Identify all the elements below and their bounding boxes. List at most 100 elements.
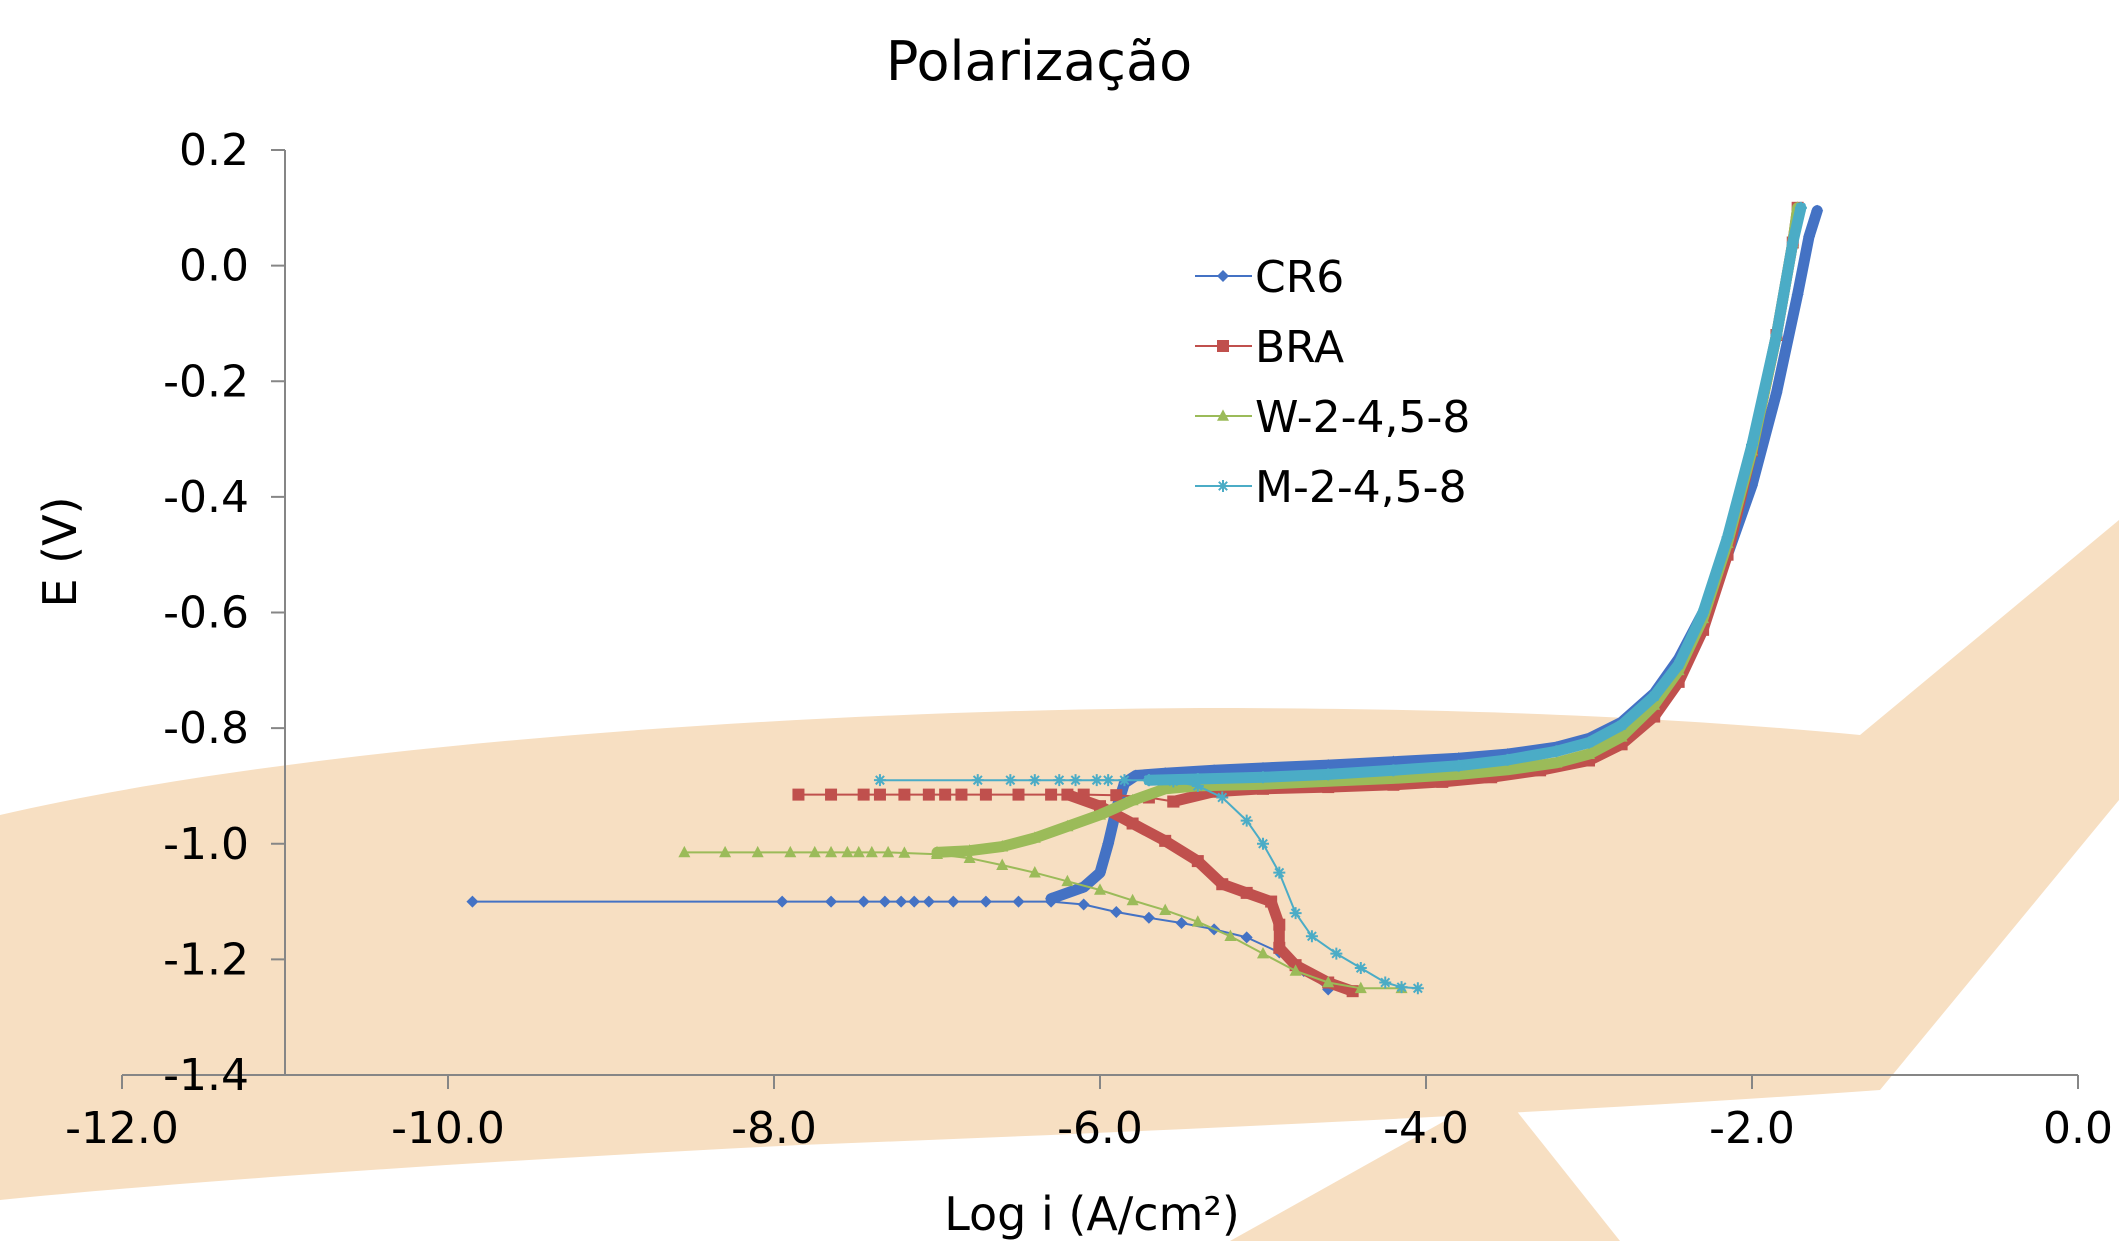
data-point [922,895,935,908]
data-point [922,788,935,801]
chart-title: Polarização [886,30,1192,93]
data-point [1379,976,1392,989]
y-tick-label: -1.4 [163,1050,249,1101]
data-point [908,895,921,908]
data-point [895,895,908,908]
legend-item: BRA [1195,322,1344,373]
data-point [857,895,870,908]
data-point [1217,409,1229,421]
y-tick-label: -1.2 [163,934,249,985]
data-point [1257,777,1269,790]
legend-label: W-2-4,5-8 [1255,392,1470,443]
data-point [1615,719,1628,732]
data-point [466,895,479,908]
data-point [882,845,895,858]
data-point [1257,762,1269,775]
series-layer [466,201,1824,998]
data-point [1191,773,1204,785]
data-point [1501,753,1514,766]
data-point [1094,883,1106,895]
data-point [1110,789,1123,802]
data-point [1217,270,1229,282]
data-point [1110,905,1123,918]
data-point [1094,866,1106,879]
y-tick-label: 0.2 [179,125,249,176]
data-point [1583,736,1595,749]
data-point [776,895,789,908]
data-point [979,895,992,908]
data-point [1159,782,1172,794]
legend-label: CR6 [1255,252,1344,303]
y-tick-label: -0.6 [163,588,249,639]
data-point [1354,962,1367,975]
x-tick-label: -12.0 [65,1103,179,1154]
x-tick-label: -4.0 [1383,1103,1469,1154]
data-point [751,845,764,858]
data-point [1216,791,1229,804]
data-point [1102,837,1115,850]
data-point [1216,878,1229,891]
data-point [1159,903,1172,916]
data-point [1257,946,1269,959]
data-point [1224,929,1237,942]
data-point [898,788,911,801]
data-point [898,846,911,858]
data-point [1265,895,1278,908]
data-point [1142,911,1155,924]
y-axis-title: E (V) [33,496,87,607]
data-point [971,774,984,787]
data-point [996,840,1009,852]
data-point [931,845,943,858]
data-point [939,788,952,801]
data-point [1583,747,1595,759]
data-point [955,788,968,801]
data-point [1191,855,1204,868]
data-point [808,845,821,858]
data-point [1794,201,1807,214]
data-point [825,895,838,908]
data-point [1126,793,1139,806]
data-point [1273,918,1286,931]
data-point [873,788,886,801]
data-point [1322,774,1335,787]
data-point [1803,230,1816,243]
data-point [1648,698,1661,710]
data-point [1061,819,1074,832]
data-point [1648,690,1661,703]
data-point [1028,774,1041,787]
data-point [947,895,960,908]
data-point [1175,916,1188,929]
data-point [825,788,838,801]
data-point [1045,788,1058,801]
data-point [852,845,865,858]
data-point [1289,964,1302,976]
data-point [1501,763,1514,775]
series-line [1143,202,1807,786]
data-point [1061,874,1074,887]
data-point [1697,606,1710,619]
data-point [1786,236,1799,249]
data-point [1322,768,1335,781]
data-point [1273,866,1286,879]
data-point [1721,531,1734,544]
data-point [1452,759,1465,772]
data-point [1411,982,1424,995]
data-point [1069,774,1082,787]
watermark-swoosh [0,520,2119,1241]
data-point [1012,788,1025,801]
legend: CR6 BRA W-2-4,5-8 M-2-4,5-8 [1195,252,1470,513]
data-point [825,845,838,858]
data-point [963,844,976,856]
legend-label: BRA [1255,322,1344,373]
data-point [979,788,992,801]
legend-item: W-2-4,5-8 [1195,392,1470,443]
data-point [1257,771,1269,784]
data-point [1045,892,1058,905]
x-tick-label: -10.0 [391,1103,505,1154]
series-m-2-4-5-8 [873,201,1807,995]
data-point [1191,779,1204,792]
data-point [1273,941,1286,954]
data-point [1217,480,1229,492]
legend-item: CR6 [1195,252,1344,303]
data-point [1126,893,1139,906]
